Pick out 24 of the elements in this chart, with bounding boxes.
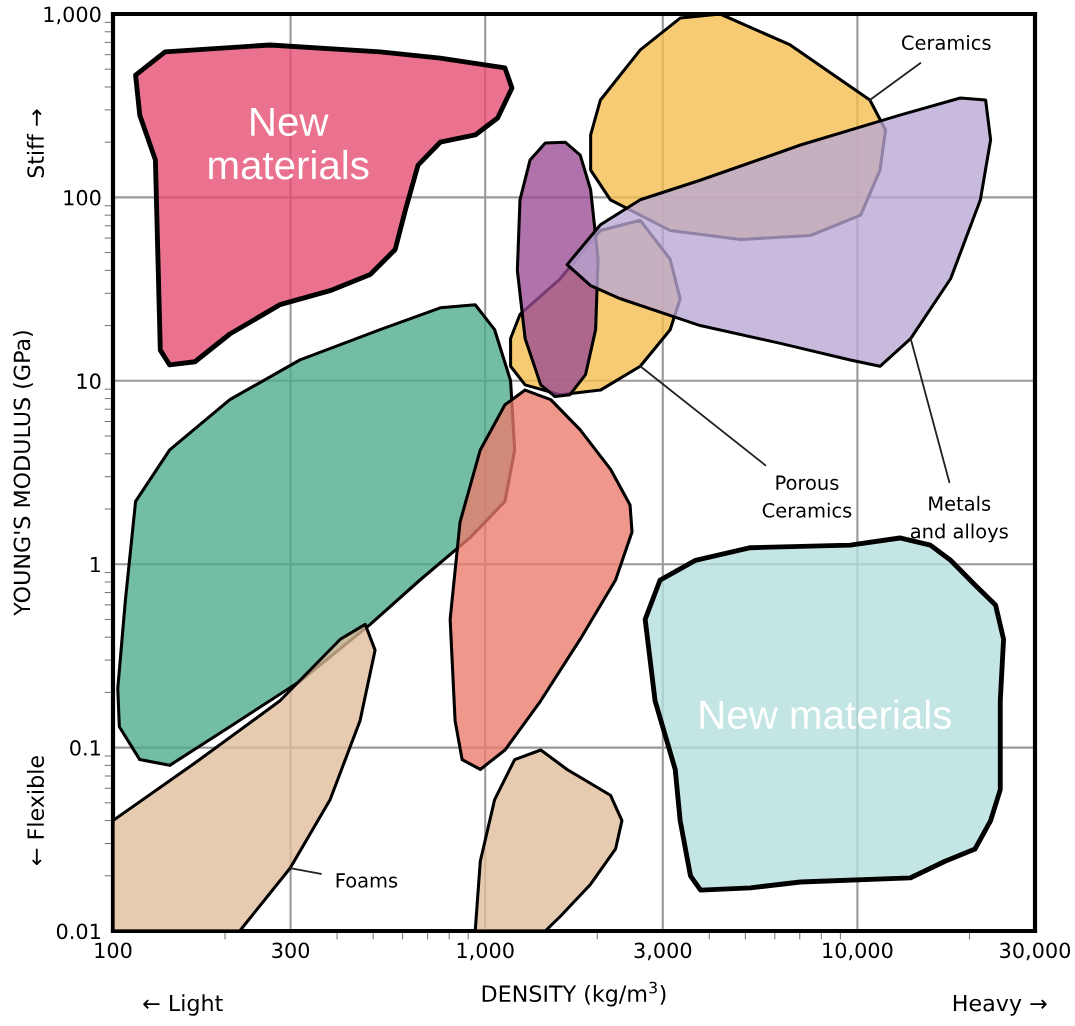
y-tick-label: 10 (77, 373, 101, 390)
y-tick-label: 1,000 (44, 6, 101, 25)
text: ← Flexible (26, 756, 45, 866)
text: Heavy → (953, 994, 1047, 1016)
series-label: New materials (209, 107, 369, 180)
x-tick-label: 3,000 (634, 942, 692, 961)
y-tick-label: 1 (90, 556, 100, 573)
x-tick-label: 30,000 (1000, 942, 1071, 961)
text: ← Light (143, 994, 223, 1016)
x-axis-title: DENSITY (kg/m$^{3}$) (482, 981, 666, 1007)
x-tick-label: 300 (272, 942, 310, 959)
text: Ceramics (902, 34, 991, 51)
text: Metals and alloys (910, 495, 1008, 543)
text: Foams (336, 873, 398, 888)
y-tick-label: 0.1 (70, 740, 100, 756)
y-axis-title: YOUNG'S MODULUS (GPa) (13, 331, 33, 616)
x-tick-label: 1,000 (457, 942, 514, 961)
x-tick-label: 100 (95, 942, 132, 959)
text: Stiff → (26, 109, 45, 178)
x-tick-label: 10,000 (823, 942, 893, 961)
series-label: New materials (700, 699, 951, 730)
y-tick-label: 0.01 (56, 923, 100, 940)
text: Porous Ceramics (762, 475, 852, 518)
y-tick-label: 100 (64, 189, 101, 206)
